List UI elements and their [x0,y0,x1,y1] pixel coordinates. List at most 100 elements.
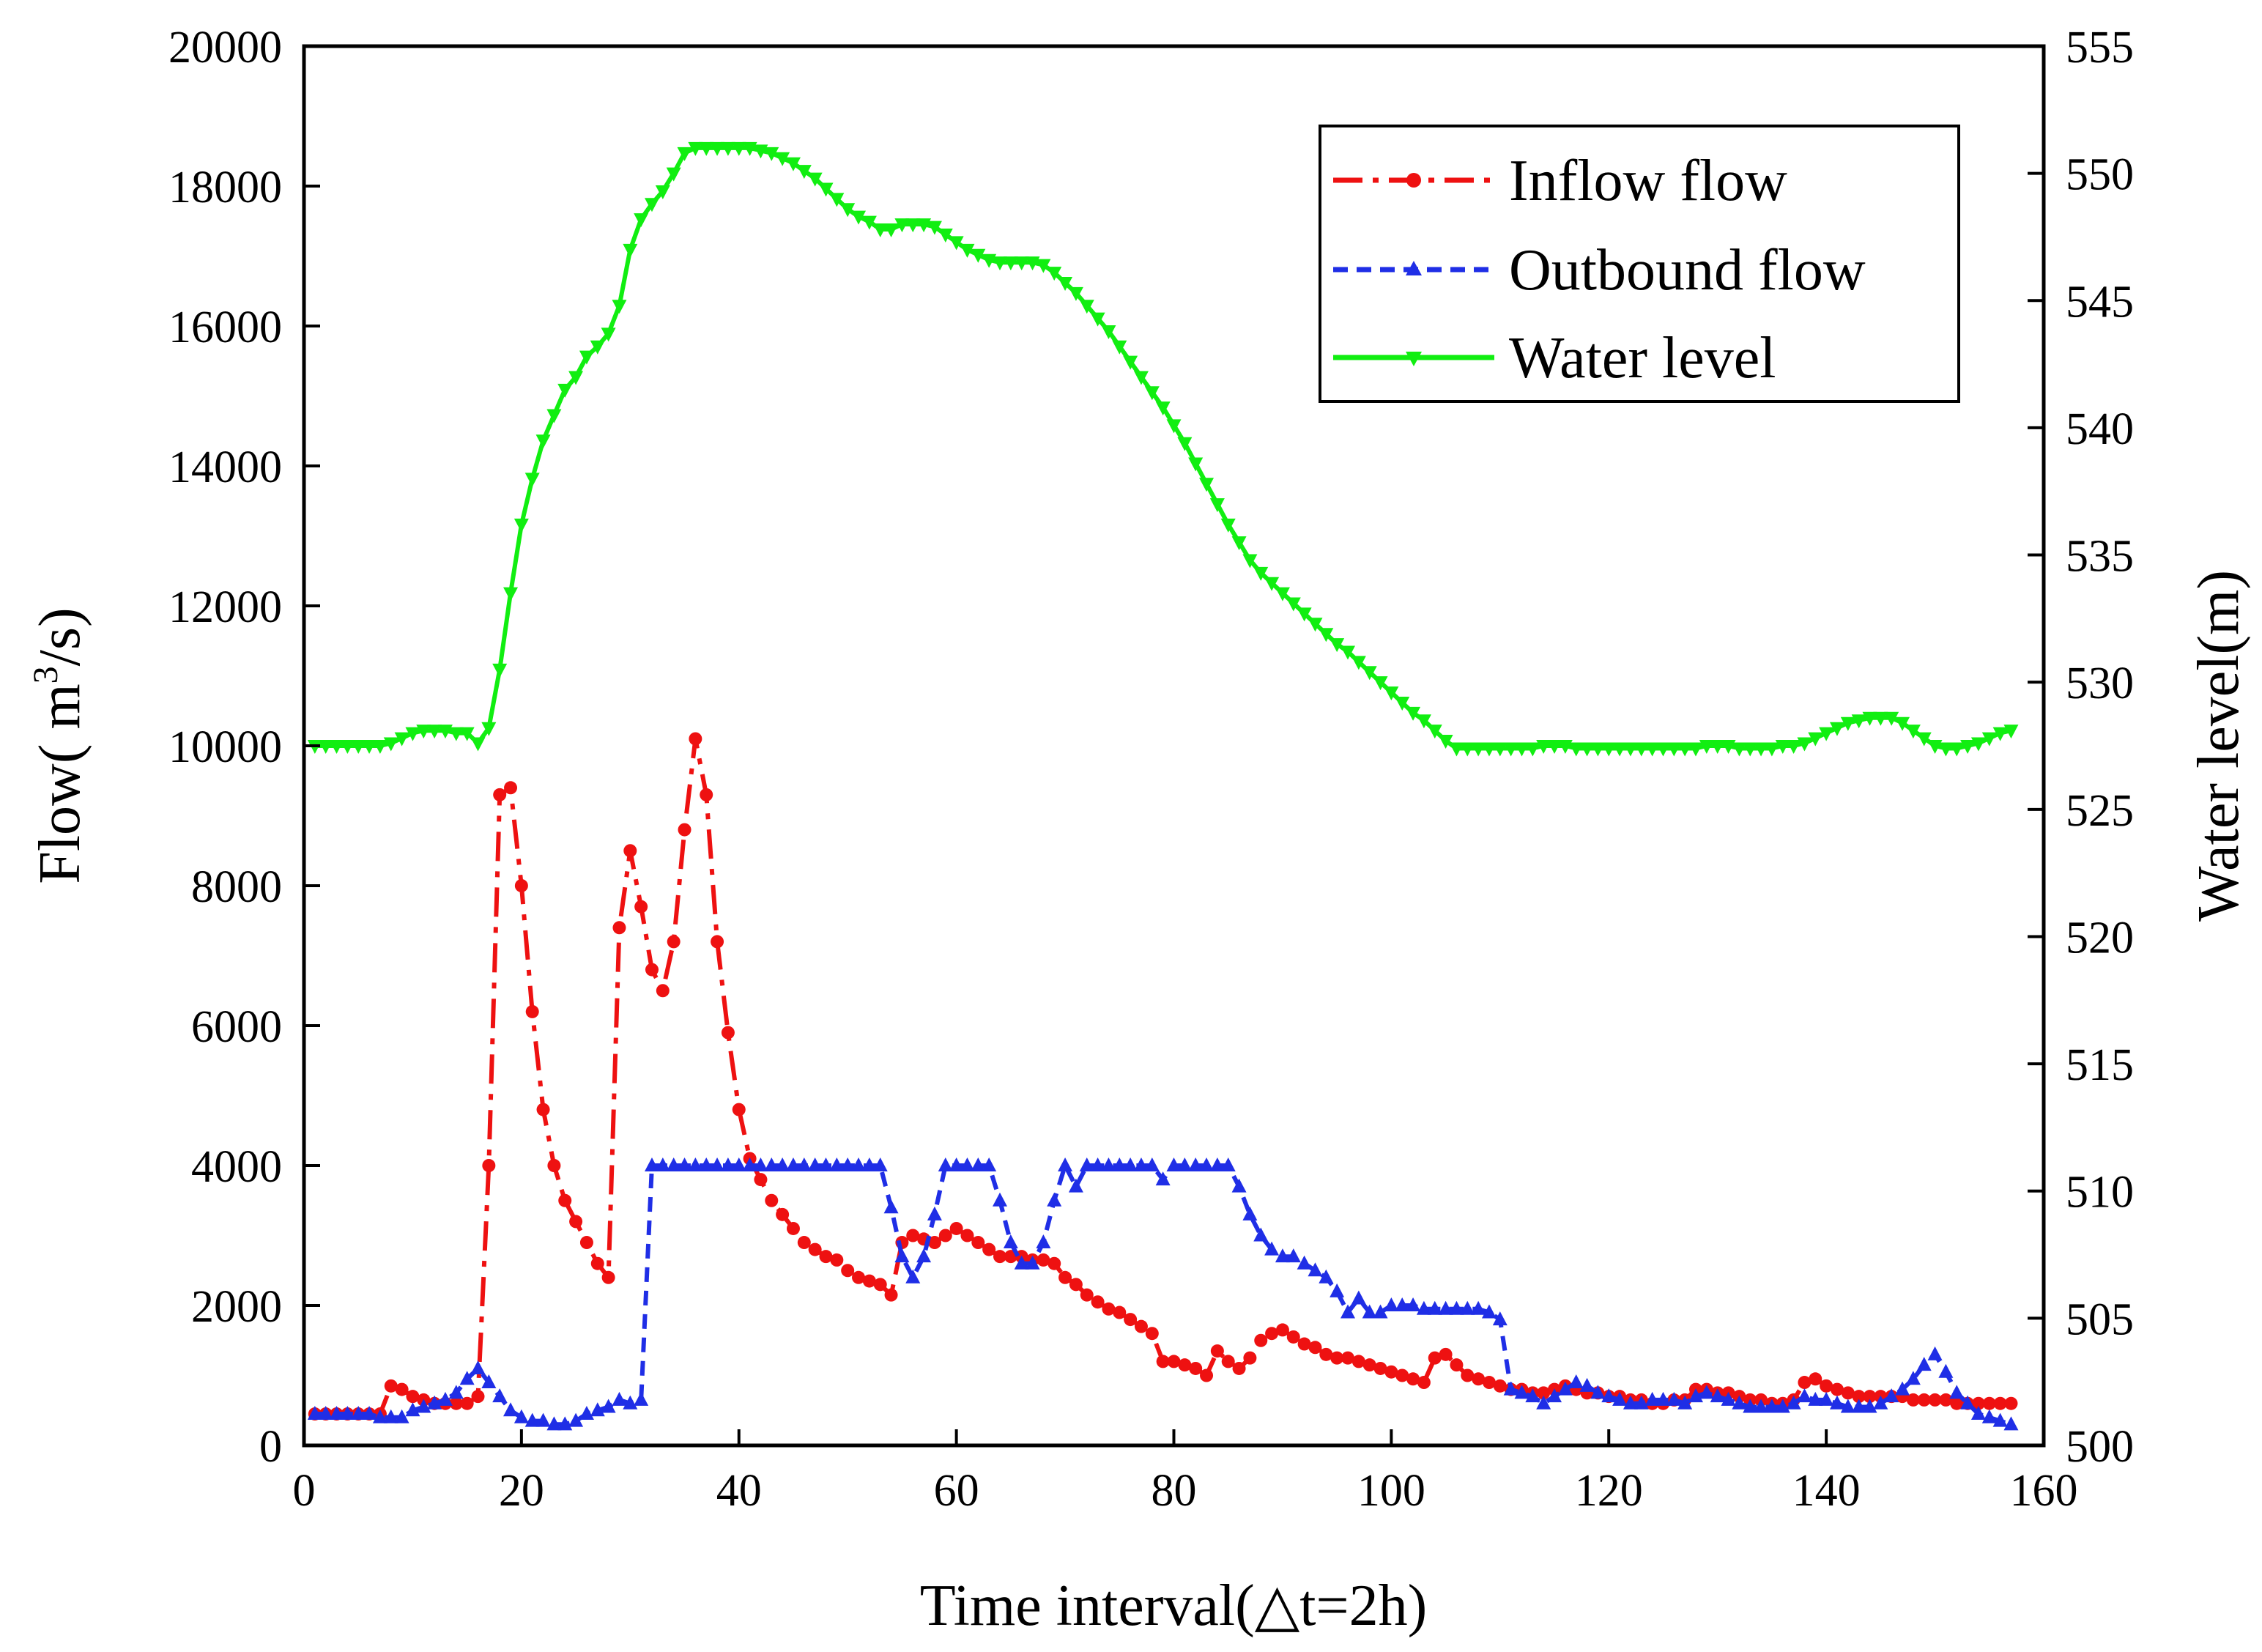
data-point-water-level [623,243,638,258]
data-point-water-level [1612,742,1628,757]
data-point-outbound-flow [1699,1385,1714,1399]
data-point-outbound-flow [1308,1262,1323,1277]
data-point-outbound-flow [1101,1157,1116,1171]
data-point-inflow-flow [1178,1358,1192,1372]
data-point-inflow-flow [678,823,691,837]
data-point-outbound-flow [1199,1157,1215,1171]
data-point-outbound-flow [372,1409,387,1423]
data-point-inflow-flow [2004,1396,2018,1410]
data-point-water-level [1362,666,1377,681]
data-point-water-level [1481,742,1497,757]
data-point-water-level [2003,725,2019,739]
data-point-inflow-flow [1091,1295,1105,1309]
data-point-water-level [742,141,757,156]
data-point-inflow-flow [1798,1376,1812,1390]
data-point-inflow-flow [1167,1355,1181,1368]
data-point-outbound-flow [1003,1234,1018,1249]
data-point-outbound-flow [513,1409,529,1423]
data-point-outbound-flow [362,1406,377,1421]
data-point-water-level [1514,742,1529,757]
x-axis-title: Time interval(△t=2h) [920,1574,1428,1638]
data-point-outbound-flow [1536,1395,1551,1410]
data-point-water-level [1025,256,1040,271]
data-point-outbound-flow [1416,1300,1431,1315]
data-point-inflow-flow [819,1250,833,1264]
data-point-water-level [960,243,975,258]
x-tick-label: 60 [934,1466,979,1516]
data-point-water-level [1286,597,1301,612]
data-point-inflow-flow [797,1236,811,1250]
data-point-outbound-flow [1275,1248,1290,1263]
data-point-inflow-flow [1275,1323,1289,1337]
data-point-outbound-flow [1362,1304,1377,1319]
data-point-inflow-flow [634,900,648,914]
data-point-water-level [1721,740,1736,754]
x-tick-label: 160 [2010,1466,2078,1516]
data-point-water-level [753,144,768,159]
data-point-inflow-flow [1297,1337,1311,1351]
data-point-inflow-flow [1852,1390,1866,1404]
legend-entry-water-level: Water level [1333,326,1776,390]
data-point-water-level [1155,401,1171,416]
series-water-level [307,141,2019,757]
ticks-layer: 0 20 40 60 80 100 120 140 160 0 2000 4000 6000 8000 10… [168,23,2134,1516]
data-point-outbound-flow [1666,1391,1682,1406]
data-point-water-level [1927,740,1943,754]
data-point-outbound-flow [883,1199,899,1214]
y2-tick-label: 500 [2066,1422,2134,1472]
data-point-outbound-flow [1286,1248,1301,1263]
data-point-water-level [1634,742,1649,757]
data-point-outbound-flow [546,1416,562,1431]
y-tick-label: 0 [259,1422,282,1472]
data-point-water-level [1416,714,1431,729]
data-point-water-level [1829,722,1844,736]
data-point-outbound-flow [492,1388,508,1403]
data-point-inflow-flow [1993,1396,2007,1410]
y-tick-label: 6000 [191,1002,282,1052]
data-point-inflow-flow [1493,1379,1507,1393]
data-point-water-level [1014,256,1029,271]
data-point-water-level [861,215,877,230]
data-point-water-level [851,210,867,225]
data-point-outbound-flow [1058,1157,1073,1171]
data-point-water-level [1808,732,1823,747]
data-point-water-level [1666,742,1682,757]
legend-marker-water-level [1406,352,1422,366]
data-point-inflow-flow [993,1250,1006,1264]
data-point-water-level [1133,371,1149,385]
data-point-outbound-flow [470,1360,486,1374]
data-point-outbound-flow [1319,1269,1334,1284]
data-point-outbound-flow [405,1402,420,1417]
data-point-inflow-flow [525,1004,539,1018]
data-point-outbound-flow [1384,1297,1399,1311]
data-point-water-level [448,727,464,741]
data-point-outbound-flow [840,1157,856,1171]
data-point-outbound-flow [557,1416,573,1431]
data-point-water-level [1003,256,1018,271]
data-point-inflow-flow [960,1229,974,1242]
data-point-outbound-flow [1144,1157,1160,1171]
data-point-inflow-flow [830,1253,844,1267]
data-point-outbound-flow [1688,1388,1703,1403]
data-point-inflow-flow [1428,1351,1442,1365]
data-point-inflow-flow [1537,1386,1551,1400]
data-point-inflow-flow [1917,1393,1931,1407]
data-point-outbound-flow [982,1157,997,1171]
data-point-outbound-flow [645,1157,659,1171]
data-point-water-level [666,167,681,182]
data-point-water-level [883,223,899,238]
data-point-water-level [1253,566,1269,581]
data-point-water-level [1970,737,1986,752]
data-point-outbound-flow [993,1192,1007,1207]
data-point-water-level [1568,742,1584,757]
data-point-water-level [1177,437,1193,451]
data-point-inflow-flow [1928,1393,1942,1407]
data-point-outbound-flow [503,1402,519,1417]
data-point-outbound-flow [612,1391,627,1406]
data-point-outbound-flow [329,1406,344,1421]
data-point-inflow-flow [852,1270,866,1284]
data-point-water-level [1068,286,1083,301]
data-point-inflow-flow [1482,1376,1496,1390]
data-point-water-level [1188,457,1204,472]
data-point-outbound-flow [1297,1255,1312,1270]
